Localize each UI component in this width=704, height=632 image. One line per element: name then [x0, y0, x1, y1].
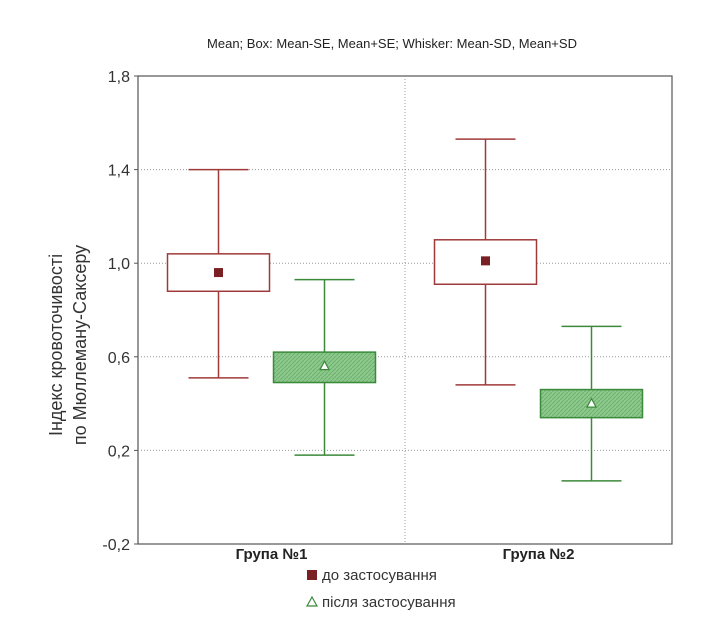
box-1-0: [272, 278, 377, 456]
y-axis-label-line-2: по Мюллеману-Саксеру: [70, 245, 90, 445]
mean-marker: [481, 256, 490, 266]
x-category-label: Група №2: [503, 546, 575, 563]
y-tick-label: 1,0: [108, 256, 130, 273]
box-0-0: [166, 168, 271, 379]
y-tick-label: 1,4: [108, 163, 130, 180]
y-tick-label: 0,6: [108, 350, 130, 367]
legend-marker-square: [307, 570, 317, 580]
legend-item-1: після застосування: [305, 594, 456, 611]
plot-area: -0,2 0,2 0,6 1,0 1,4 1,8 Група №1 Група №2: [102, 69, 673, 563]
legend-label: до застосування: [322, 567, 437, 584]
chart-title: Mean; Box: Mean-SE, Mean+SE; Whisker: Me…: [207, 36, 577, 51]
legend-label: після застосування: [322, 594, 456, 611]
y-tick-label: -0,2: [102, 537, 130, 554]
legend-item-0: до застосування: [307, 567, 437, 584]
legend: до застосування після застосування: [305, 567, 456, 611]
box-1-1: [539, 325, 644, 482]
mean-marker: [319, 359, 330, 371]
x-category-label: Група №1: [236, 546, 308, 563]
legend-marker-triangle: [305, 595, 319, 607]
mean-marker: [586, 397, 597, 408]
y-axis-label: Індекс кровоточивості по Мюллеману-Саксе…: [46, 245, 90, 445]
y-tick-label: 1,8: [108, 69, 130, 86]
box-0-1: [433, 138, 538, 386]
y-axis-label-line-1: Індекс кровоточивості: [46, 254, 66, 436]
mean-marker: [214, 268, 223, 278]
y-tick-label: 0,2: [108, 443, 130, 460]
